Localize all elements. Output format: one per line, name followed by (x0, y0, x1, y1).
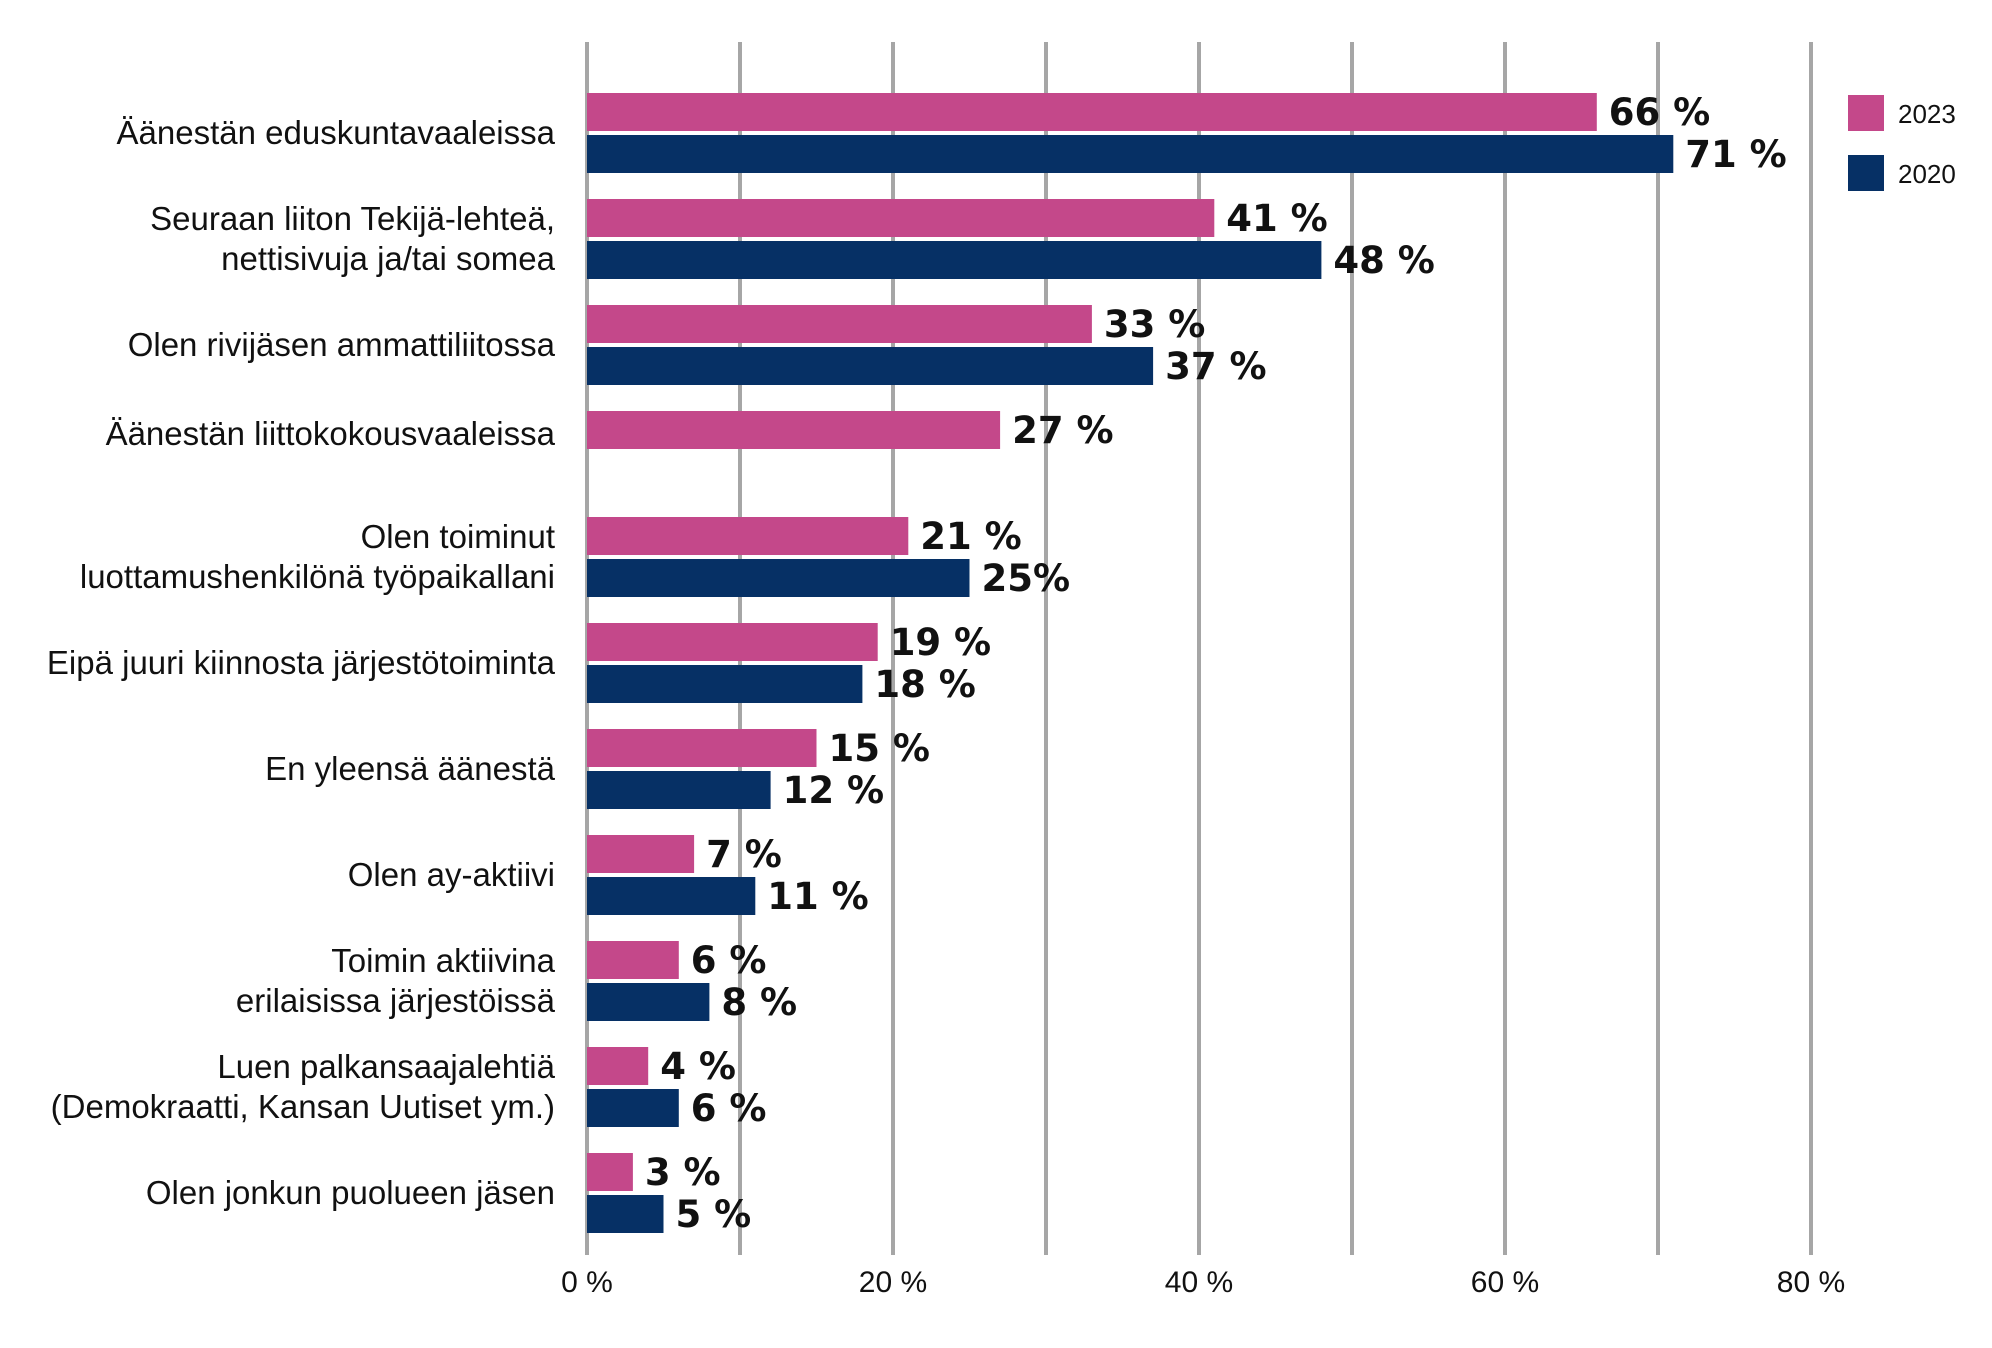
data-label-2020: 12 % (783, 769, 884, 812)
data-label-2020: 25% (982, 557, 1071, 600)
bar-2020 (587, 1089, 679, 1127)
data-label-2023: 7 % (706, 833, 782, 876)
category-label: Seuraan liiton Tekijä-lehteä, (150, 200, 555, 237)
data-label-2023: 19 % (890, 621, 991, 664)
data-label-2020: 11 % (767, 875, 868, 918)
category-label: En yleensä äänestä (265, 750, 556, 787)
bar-2023 (587, 941, 679, 979)
category-label: Olen rivijäsen ammattiliitossa (128, 326, 556, 363)
bar-2023 (587, 199, 1215, 237)
category-label: luottamushenkilönä työpaikallani (80, 558, 555, 595)
data-label-2020: 37 % (1165, 345, 1266, 388)
legend-label-2023: 2023 (1898, 99, 1956, 129)
bar-2020 (587, 983, 710, 1021)
data-label-2020: 48 % (1333, 239, 1434, 282)
category-label: Toimin aktiivina (331, 942, 555, 979)
bar-2023 (587, 729, 817, 767)
data-label-2023: 6 % (691, 939, 767, 982)
bar-2023 (587, 623, 878, 661)
category-label: Olen jonkun puolueen jäsen (146, 1174, 555, 1211)
data-label-2023: 66 % (1609, 91, 1710, 134)
category-label: erilaisissa järjestöissä (236, 982, 556, 1019)
data-label-2020: 18 % (874, 663, 975, 706)
data-label-2020: 71 % (1685, 133, 1786, 176)
x-tick-label: 40 % (1165, 1266, 1233, 1299)
bar-2023 (587, 835, 695, 873)
bar-2023 (587, 517, 909, 555)
bar-2020 (587, 135, 1674, 173)
bar-2023 (587, 93, 1597, 131)
category-label: Luen palkansaajalehtiä (217, 1048, 555, 1085)
bar-2020 (587, 1195, 664, 1233)
category-label: Olen toiminut (361, 518, 555, 555)
data-label-2020: 8 % (721, 981, 797, 1024)
bar-2020 (587, 347, 1154, 385)
bar-2020 (587, 241, 1322, 279)
bar-2020 (587, 877, 756, 915)
x-tick-label: 80 % (1777, 1266, 1845, 1299)
legend-swatch-2020 (1848, 155, 1884, 191)
legend-label-2020: 2020 (1898, 159, 1956, 189)
data-label-2023: 15 % (829, 727, 930, 770)
category-label: Eipä juuri kiinnosta järjestötoiminta (47, 644, 556, 681)
data-label-2023: 21 % (920, 515, 1021, 558)
bar-layer (587, 93, 1674, 1233)
bar-2020 (587, 559, 970, 597)
bar-2023 (587, 411, 1001, 449)
bar-2020 (587, 665, 863, 703)
data-label-2020: 5 % (676, 1193, 752, 1236)
data-label-2023: 3 % (645, 1151, 721, 1194)
data-label-2023: 33 % (1104, 303, 1205, 346)
category-label: Olen ay-aktiivi (348, 856, 555, 893)
x-tick-label: 0 % (561, 1266, 613, 1299)
category-label: nettisivuja ja/tai somea (221, 240, 555, 277)
bar-2020 (587, 771, 771, 809)
bar-2023 (587, 305, 1092, 343)
bar-2023 (587, 1153, 633, 1191)
data-label-2023: 4 % (660, 1045, 736, 1088)
legend-swatch-2023 (1848, 95, 1884, 131)
data-label-2020: 6 % (691, 1087, 767, 1130)
bar-2023 (587, 1047, 649, 1085)
x-tick-label: 20 % (859, 1266, 927, 1299)
category-label: (Demokraatti, Kansan Uutiset ym.) (51, 1088, 555, 1125)
legend: 2023 2020 (1848, 95, 1956, 191)
data-label-2023: 41 % (1226, 197, 1327, 240)
x-tick-label: 60 % (1471, 1266, 1539, 1299)
category-label: Äänestän liittokokousvaaleissa (106, 415, 556, 452)
tick-layer: 0 % 20 % 40 % 60 % 80 % (561, 1266, 1845, 1299)
data-label-2023: 27 % (1012, 409, 1113, 452)
category-label: Äänestän eduskuntavaaleissa (117, 114, 556, 151)
